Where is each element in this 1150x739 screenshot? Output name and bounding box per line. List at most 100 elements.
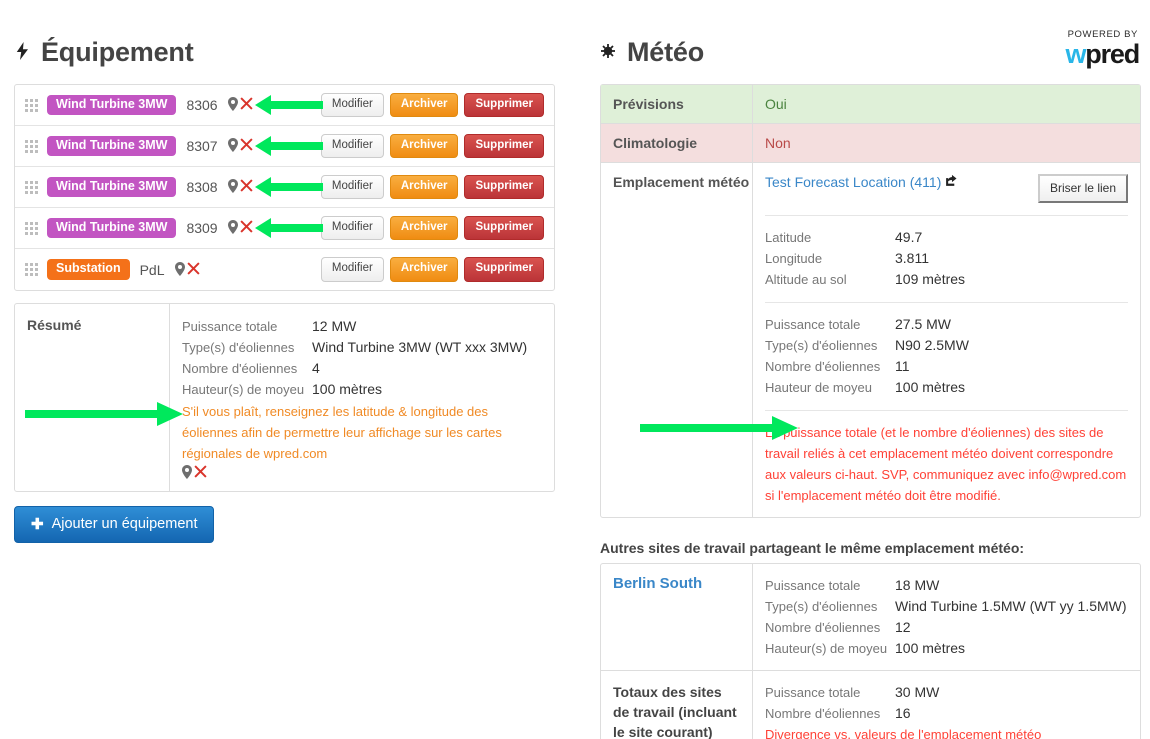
map-pin-icon[interactable] [227, 97, 238, 113]
climatology-label: Climatologie [601, 124, 753, 163]
field-label: Type(s) d'éoliennes [765, 599, 878, 614]
location-cell: Test Forecast Location (411) Briser le l… [753, 163, 1140, 517]
delete-button[interactable]: Supprimer [464, 215, 544, 241]
table-row: Totaux des sites de travail (incluant le… [601, 671, 1140, 739]
archive-button[interactable]: Archiver [389, 133, 459, 159]
field-value: 100 mètres [895, 640, 966, 656]
field-label: Puissance totale [765, 578, 861, 593]
logo-wordmark: wpred [1065, 38, 1140, 69]
map-pin-icon[interactable] [227, 138, 238, 154]
summary-field: Type(s) d'éoliennes Wind Turbine 3MW (WT… [182, 337, 540, 358]
archive-button[interactable]: Archiver [389, 257, 459, 282]
table-row[interactable]: Wind Turbine 3MW 8309 Modifier Archiver … [15, 208, 554, 249]
logo-pred: pred [1085, 38, 1140, 69]
archive-button[interactable]: Archiver [389, 215, 459, 241]
table-row[interactable]: Substation PdL Modifier Archiver Supprim… [15, 249, 554, 290]
add-equipment-button[interactable]: ✚ Ajouter un équipement [14, 506, 215, 543]
field-label: Nombre d'éoliennes [182, 361, 298, 376]
field-value: 4 [312, 360, 320, 376]
break-link-button[interactable]: Briser le lien [1037, 174, 1128, 203]
divider [765, 215, 1128, 216]
table-row[interactable]: Wind Turbine 3MW 8308 Modifier Archiver … [15, 167, 554, 208]
meteo-header: Météo [600, 30, 1145, 74]
summary-warning-text: S'il vous plaît, renseignez les latitude… [182, 404, 502, 461]
remove-icon[interactable] [240, 97, 253, 113]
edit-button[interactable]: Modifier [320, 174, 384, 200]
summary-values: Puissance totale 12 MW Type(s) d'éolienn… [170, 304, 554, 491]
table-row: Berlin South Puissance totale 18 MW Type… [601, 564, 1140, 671]
edit-button[interactable]: Modifier [320, 257, 384, 282]
remove-icon[interactable] [240, 179, 253, 195]
other-site-link[interactable]: Berlin South [613, 575, 703, 592]
drag-handle-icon[interactable] [25, 263, 38, 276]
site-field: Hauteur(s) de moyeu 100 mètres [765, 638, 1128, 659]
divider [765, 302, 1128, 303]
row-actions: Modifier Archiver Supprimer [320, 174, 544, 200]
meteo-title: Météo [627, 36, 705, 67]
annotation-arrow [253, 93, 325, 122]
drag-handle-icon[interactable] [25, 221, 38, 235]
site-field: Nombre d'éoliennes 12 [765, 617, 1128, 638]
field-label: Puissance totale [182, 319, 278, 334]
status-badge: Wind Turbine 3MW [47, 135, 177, 157]
field-label: Nombre d'éoliennes [765, 706, 881, 721]
table-row[interactable]: Wind Turbine 3MW 8307 Modifier Archiver … [15, 126, 554, 167]
equipment-panel: Équipement Wind Turbine 3MW 8306 Modifie… [14, 0, 569, 543]
equipment-id: 8309 [186, 220, 218, 236]
field-value: 30 MW [895, 684, 940, 700]
remove-icon[interactable] [240, 220, 253, 236]
field-value: 12 [895, 619, 911, 635]
location-label: Emplacement météo [601, 163, 753, 517]
map-pin-icon[interactable] [174, 261, 185, 278]
drag-handle-icon[interactable] [25, 139, 38, 153]
external-link-icon[interactable] [945, 174, 958, 190]
field-value: Wind Turbine 3MW (WT xxx 3MW) [312, 339, 528, 355]
field-value: 16 [895, 705, 911, 721]
other-site-fields: Puissance totale 18 MW Type(s) d'éolienn… [753, 564, 1140, 671]
other-sites-title: Autres sites de travail partageant le mê… [600, 540, 1025, 556]
row-actions: Modifier Archiver Supprimer [320, 92, 544, 118]
coord-field: Latitude 49.7 [765, 227, 1128, 248]
summary-field: Hauteur(s) de moyeu 100 mètres [182, 379, 540, 400]
field-value: 11 [895, 358, 910, 374]
field-label: Puissance totale [765, 685, 861, 700]
remove-icon[interactable] [194, 465, 207, 481]
map-pin-icon[interactable] [182, 465, 192, 481]
totals-fields: Puissance totale 30 MW Nombre d'éolienne… [753, 671, 1140, 739]
delete-button[interactable]: Supprimer [464, 133, 544, 159]
field-label: Type(s) d'éoliennes [765, 338, 878, 353]
remove-icon[interactable] [240, 138, 253, 154]
field-label: Hauteur(s) de moyeu [182, 382, 305, 397]
field-label: Latitude [765, 230, 812, 245]
delete-button[interactable]: Supprimer [464, 257, 544, 282]
field-label: Hauteur de moyeu [765, 380, 872, 395]
field-label: Puissance totale [765, 317, 861, 332]
delete-button[interactable]: Supprimer [464, 174, 544, 200]
row-actions: Modifier Archiver Supprimer [320, 133, 544, 159]
logo-w: w [1065, 38, 1086, 69]
edit-button[interactable]: Modifier [320, 92, 384, 118]
delete-button[interactable]: Supprimer [464, 92, 544, 118]
drag-handle-icon[interactable] [25, 180, 38, 194]
summary-panel: Résumé Puissance totale 12 MW Type(s) d'… [14, 303, 555, 492]
edit-button[interactable]: Modifier [320, 133, 384, 159]
divergence-text: Divergence vs. valeurs de l'emplacement … [765, 727, 1042, 739]
archive-button[interactable]: Archiver [389, 92, 459, 118]
totals-field: Puissance totale 30 MW [765, 682, 1128, 703]
forecast-location-link[interactable]: Test Forecast Location (411) [765, 174, 942, 190]
map-pin-icon[interactable] [227, 179, 238, 195]
archive-button[interactable]: Archiver [389, 174, 459, 200]
field-value: 49.7 [895, 229, 923, 245]
field-value: 100 mètres [312, 381, 383, 397]
equipment-title: Équipement [41, 36, 194, 67]
remove-icon[interactable] [186, 261, 200, 278]
edit-button[interactable]: Modifier [320, 215, 384, 241]
table-row[interactable]: Wind Turbine 3MW 8306 Modifier Archiver … [15, 85, 554, 126]
field-label: Type(s) d'éoliennes [182, 340, 295, 355]
wpred-logo: POWERED BY wpred [1065, 30, 1140, 69]
equipment-id: 8308 [186, 179, 218, 195]
map-pin-icon[interactable] [227, 220, 238, 236]
spec-field: Type(s) d'éoliennes N90 2.5MW [765, 335, 1128, 356]
drag-handle-icon[interactable] [25, 98, 38, 112]
